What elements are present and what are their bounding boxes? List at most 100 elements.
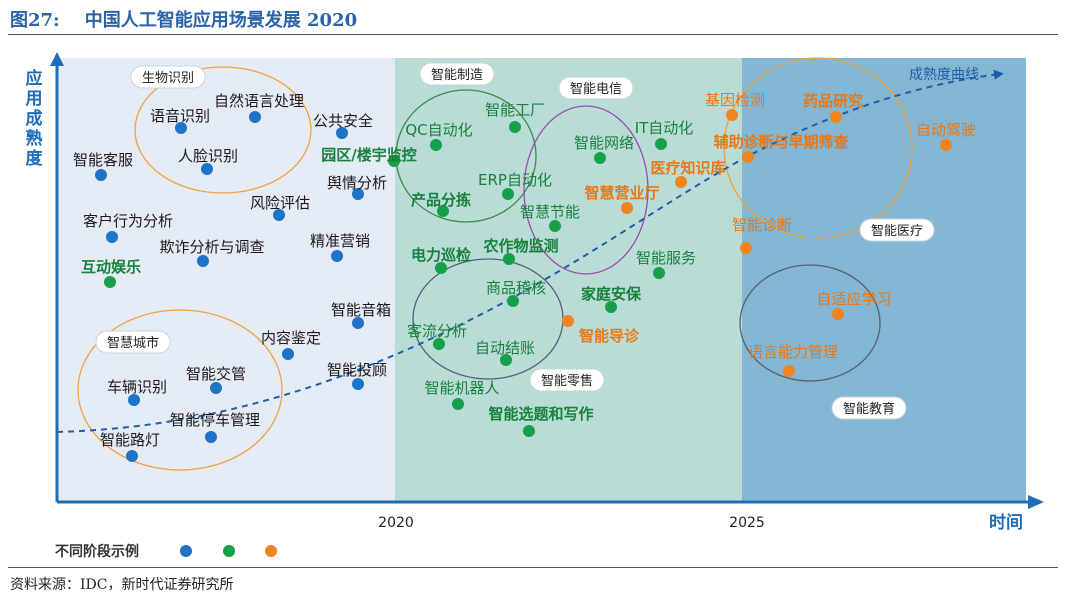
x-axis-label: 时间 xyxy=(989,512,1023,533)
point-24-label: 智能网络 xyxy=(574,134,634,152)
figure-title: 图27: 中国人工智能应用场景发展 2020 xyxy=(10,10,358,31)
point-32-dot xyxy=(562,315,574,327)
point-42-dot xyxy=(940,139,952,151)
point-27-label: 电力巡检 xyxy=(411,246,471,264)
point-27-dot xyxy=(435,262,447,274)
point-4-label: 人脸识别 xyxy=(178,147,238,165)
point-10-label: 互动娱乐 xyxy=(81,258,141,276)
point-43-dot xyxy=(832,308,844,320)
point-23-dot xyxy=(549,220,561,232)
point-44-dot xyxy=(783,365,795,377)
x-tick-2020: 2020 xyxy=(378,515,414,531)
group-tag-label-2: 智能制造 xyxy=(431,68,483,83)
group-tag-label-3: 智能电信 xyxy=(570,82,622,97)
point-20-dot xyxy=(509,121,521,133)
group-tag-label-0: 生物识别 xyxy=(142,71,194,86)
group-tag-bg-1 xyxy=(95,330,171,354)
point-39-label: 辅助诊断与早期筛查 xyxy=(713,133,849,151)
point-30-dot xyxy=(507,295,519,307)
point-18-dot xyxy=(388,155,400,167)
zone-mid-bg xyxy=(395,58,742,502)
point-42-label: 自动驾驶 xyxy=(916,121,976,139)
legend: 不同阶段示例 xyxy=(55,543,277,560)
point-1-label: 语音识别 xyxy=(150,107,210,125)
group-tag-bg-2 xyxy=(419,62,495,86)
point-5-dot xyxy=(352,188,364,200)
point-9-label: 精准营销 xyxy=(310,232,370,250)
x-tick-2025: 2025 xyxy=(729,515,765,531)
group-tag-bg-4 xyxy=(529,368,605,392)
point-8-label: 欺诈分析与调查 xyxy=(159,238,264,256)
maturity-curve xyxy=(56,69,1004,433)
group-tag-3: 智能电信 xyxy=(558,76,634,100)
point-9-dot xyxy=(331,250,343,262)
point-4-dot xyxy=(201,163,213,175)
point-15-label: 车辆识别 xyxy=(107,378,167,396)
point-22-label: ERP自动化 xyxy=(478,171,552,189)
point-12-label: 内容鉴定 xyxy=(261,329,321,347)
point-28-dot xyxy=(503,253,515,265)
point-40-dot xyxy=(675,176,687,188)
point-31-label: 家庭安保 xyxy=(581,285,642,303)
point-15-dot xyxy=(128,394,140,406)
point-33-label: 客流分析 xyxy=(407,322,467,340)
point-36-dot xyxy=(523,425,535,437)
point-29-label: 智能服务 xyxy=(636,249,696,267)
zone-late-bg xyxy=(742,58,1026,502)
group-tag-label-4: 智能零售 xyxy=(541,373,593,389)
point-38-dot xyxy=(830,111,842,123)
group-tag-label-5: 智能医疗 xyxy=(871,224,923,239)
point-0-dot xyxy=(95,169,107,181)
point-8-dot xyxy=(197,255,209,267)
point-11-dot xyxy=(352,317,364,329)
point-3-label: 公共安全 xyxy=(313,112,373,130)
bottom-divider xyxy=(8,567,1058,568)
point-39-dot xyxy=(742,151,754,163)
group-ellipse-1 xyxy=(77,309,283,471)
point-25-dot xyxy=(655,138,667,150)
group-tag-label-6: 智能教育 xyxy=(843,401,895,417)
point-38-label: 药品研究 xyxy=(803,92,863,110)
point-24-dot xyxy=(594,152,606,164)
point-16-label: 智能停车管理 xyxy=(170,411,260,429)
group-tag-5: 智能医疗 xyxy=(859,218,935,242)
point-32-label: 智能导诊 xyxy=(579,327,640,345)
point-34-dot xyxy=(500,354,512,366)
group-tag-1: 智慧城市 xyxy=(95,330,171,354)
point-41-label: 智能诊断 xyxy=(732,216,792,234)
point-5-label: 舆情分析 xyxy=(327,174,387,192)
group-tag-0: 生物识别 xyxy=(130,65,206,89)
point-35-label: 智能机器人 xyxy=(424,379,499,397)
group-ellipse-5 xyxy=(723,57,913,239)
group-tag-bg-6 xyxy=(831,396,907,420)
point-37-label: 基因检测 xyxy=(705,91,765,109)
point-7-label: 客户行为分析 xyxy=(83,212,173,230)
y-axis-label: 应用成熟度 xyxy=(26,68,44,169)
point-21-dot xyxy=(437,205,449,217)
point-14-dot xyxy=(210,382,222,394)
point-11-label: 智能音箱 xyxy=(331,301,391,319)
point-30-label: 商品稽核 xyxy=(486,279,546,297)
point-29-dot xyxy=(653,267,665,279)
point-19-dot xyxy=(430,139,442,151)
point-6-dot xyxy=(273,209,285,221)
group-tag-bg-0 xyxy=(130,65,206,89)
legend-label: 不同阶段示例 xyxy=(55,543,139,560)
point-23-label: 智慧节能 xyxy=(520,203,580,221)
point-18-label: 园区/楼宇监控 xyxy=(321,146,416,164)
point-13-dot xyxy=(352,378,364,390)
curve-label: 成熟度曲线 xyxy=(909,67,979,83)
group-tag-bg-5 xyxy=(859,218,935,242)
point-33-dot xyxy=(433,338,445,350)
group-ellipse-0 xyxy=(134,66,312,194)
source-note: 资料来源：IDC，新时代证券研究所 xyxy=(10,577,234,593)
point-14-label: 智能交管 xyxy=(186,365,246,383)
point-28-label: 农作物监测 xyxy=(482,237,558,255)
y-axis-arrowhead xyxy=(50,52,64,66)
point-16-dot xyxy=(205,431,217,443)
point-7-dot xyxy=(106,231,118,243)
group-tag-label-1: 智慧城市 xyxy=(107,335,159,351)
group-tag-2: 智能制造 xyxy=(419,62,495,86)
point-44-label: 语言能力管理 xyxy=(748,343,838,361)
